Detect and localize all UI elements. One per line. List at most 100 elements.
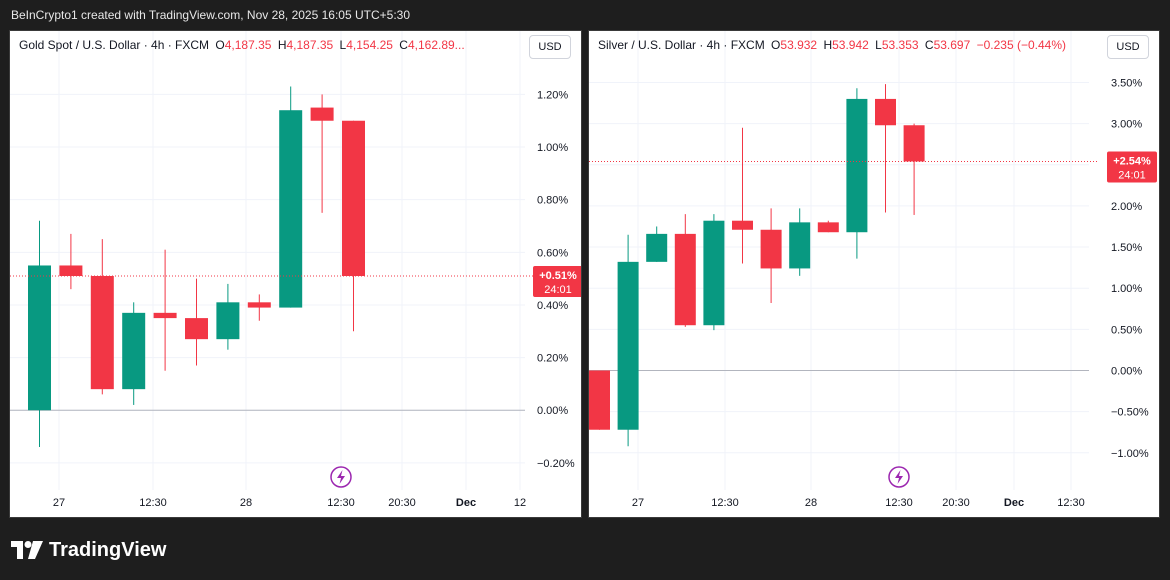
gold-candle-body	[279, 110, 303, 308]
gold-candle	[59, 233, 83, 290]
gold-ytick-label: −0.20%	[537, 458, 575, 470]
silver-change: −0.235 (−0.44%)	[976, 38, 1067, 52]
gold-price-tag-bg	[533, 266, 581, 297]
silver-price-tag-countdown: 24:01	[1118, 169, 1146, 181]
silver-candle-body	[817, 222, 839, 233]
gold-candle-body	[310, 107, 334, 121]
silver-legend: Silver / U.S. Dollar · 4h · FXCM O53.932…	[598, 38, 1067, 52]
gold-close: 4,162.89...	[407, 38, 465, 52]
silver-chart-svg[interactable]: −1.00%−0.50%0.00%0.50%1.00%1.50%2.00%2.5…	[589, 31, 1160, 518]
gold-ytick-label: 1.20%	[537, 89, 568, 101]
tradingview-logo[interactable]: TradingView	[11, 537, 166, 563]
gold-xtick-label: 20:30	[388, 497, 416, 509]
silver-candle	[789, 208, 811, 276]
silver-ytick-label: 0.00%	[1111, 365, 1142, 377]
silver-open: 53.932	[780, 38, 818, 52]
gold-candle	[279, 86, 303, 308]
gold-ytick-label: 1.00%	[537, 142, 568, 154]
silver-price-tag-pct: +2.54%	[1113, 155, 1151, 167]
gold-xtick-label: 28	[240, 497, 252, 509]
silver-candle-body	[732, 220, 753, 230]
silver-low: 53.353	[881, 38, 919, 52]
silver-candle	[674, 214, 696, 327]
gold-candle-body	[185, 318, 208, 340]
gold-candle	[153, 249, 177, 371]
gold-candle	[216, 283, 240, 350]
gold-chart-svg[interactable]: −0.20% 0.00% 0.20% 0.40% 0.60% 0.80% 1.00% 1.20…	[10, 31, 582, 518]
gold-ytick-label: 0.20%	[537, 353, 568, 365]
gold-candle-body	[59, 265, 83, 276]
silver-ytick-label: 1.50%	[1111, 242, 1142, 254]
gold-symbol: Gold Spot / U.S. Dollar · 4h · FXCM	[19, 38, 210, 52]
gold-candle	[28, 220, 51, 448]
silver-ytick-label: −0.50%	[1111, 407, 1149, 419]
gold-xtick-label: Dec	[456, 497, 476, 509]
silver-ytick-label: 3.50%	[1111, 77, 1142, 89]
silver-candle-body	[875, 98, 896, 126]
silver-ytick-label: 3.00%	[1111, 119, 1142, 131]
silver-symbol: Silver / U.S. Dollar · 4h · FXCM	[598, 38, 765, 52]
silver-candle	[589, 370, 610, 430]
silver-candle-body	[646, 233, 668, 262]
gold-candle-body	[90, 276, 114, 390]
gold-candle	[342, 120, 365, 332]
top-bar: BeInCrypto1 created with TradingView.com…	[0, 0, 1170, 30]
gold-xtick-label: 12	[514, 497, 526, 509]
tradingview-brand: TradingView	[49, 538, 167, 561]
silver-lightning-bolt	[895, 470, 903, 484]
gold-candle-body	[122, 312, 146, 390]
gold-price-tag-pct: +0.51%	[539, 270, 577, 282]
gold-ytick-label: 0.60%	[537, 247, 568, 259]
silver-lightning-icon	[888, 466, 910, 488]
silver-candle	[760, 208, 782, 303]
gold-candle	[122, 302, 146, 405]
silver-high: 53.942	[832, 38, 869, 52]
gold-candle-body	[153, 312, 177, 319]
gold-candle	[310, 94, 334, 213]
gold-candle-body	[216, 302, 240, 340]
silver-candle-body	[674, 233, 696, 326]
silver-candle	[817, 220, 839, 233]
gold-candle-body	[342, 120, 365, 276]
gold-price-tag: +0.51% 24:01	[533, 266, 581, 297]
gold-high: 4,187.35	[286, 38, 334, 52]
gold-price-tag-countdown: 24:01	[544, 284, 572, 296]
gold-chart-panel[interactable]: −0.20% 0.00% 0.20% 0.40% 0.60% 0.80% 1.00% 1.20…	[9, 30, 582, 518]
silver-xtick-label: 12:30	[1057, 497, 1085, 509]
silver-candle	[646, 226, 668, 262]
silver-ytick-label: 0.50%	[1111, 324, 1142, 336]
gold-xtick-label: 12:30	[139, 497, 167, 509]
gold-legend: Gold Spot / U.S. Dollar · 4h · FXCM O4,1…	[19, 38, 465, 52]
silver-chart-panel[interactable]: −1.00%−0.50%0.00%0.50%1.00%1.50%2.00%2.5…	[588, 30, 1160, 518]
gold-open: 4,187.35	[224, 38, 272, 52]
silver-candle-body	[703, 220, 725, 326]
silver-xtick-label: 28	[805, 497, 817, 509]
silver-candle-body	[617, 261, 639, 430]
gold-ytick-label: 0.00%	[537, 405, 568, 417]
attribution-text: BeInCrypto1 created with TradingView.com…	[11, 8, 411, 22]
gold-lightning-icon	[330, 466, 352, 488]
gold-candle-body	[247, 302, 271, 308]
gold-candle-body	[28, 265, 51, 411]
silver-candle-body	[846, 98, 868, 233]
gold-candle	[247, 294, 271, 321]
gold-candle	[90, 239, 114, 395]
gold-xtick-label: 12:30	[327, 497, 355, 509]
gold-candle	[185, 278, 208, 366]
silver-xtick-label: 27	[632, 497, 644, 509]
silver-candle	[703, 214, 725, 331]
silver-candle	[875, 84, 896, 213]
silver-candle	[846, 88, 868, 259]
tradingview-logo-icon	[11, 541, 43, 559]
silver-currency-button[interactable]: USD	[1107, 35, 1149, 59]
silver-ytick-label: 1.00%	[1111, 283, 1142, 295]
silver-candle	[903, 123, 925, 215]
silver-close: 53.697	[933, 38, 971, 52]
silver-candle-body	[789, 222, 811, 269]
gold-xtick-label: 27	[53, 497, 65, 509]
silver-candle	[732, 127, 753, 264]
silver-candle	[617, 234, 639, 447]
gold-lightning-bolt	[337, 470, 345, 484]
gold-currency-button[interactable]: USD	[529, 35, 571, 59]
gold-ytick-label: 0.40%	[537, 300, 568, 312]
